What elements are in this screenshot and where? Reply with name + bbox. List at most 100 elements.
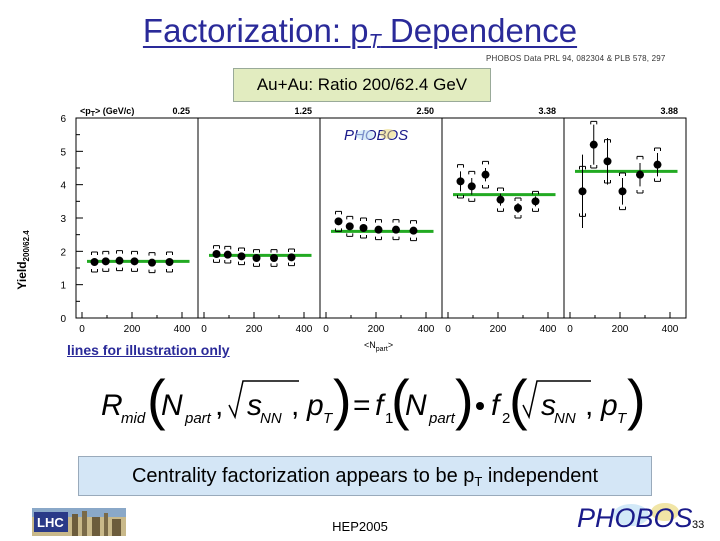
data-point — [212, 250, 221, 258]
panel-header-label: <pT> (GeV/c) — [80, 106, 134, 118]
svg-text:T: T — [323, 410, 334, 427]
panel-pt-label: 3.88 — [660, 106, 678, 116]
data-point — [223, 250, 232, 259]
factorization-formula: R mid ( N part , s NN , p T ) = f 1 ( N … — [101, 373, 646, 431]
svg-text:): ) — [455, 373, 474, 431]
systematic-bracket — [253, 249, 260, 267]
systematic-bracket — [468, 170, 476, 202]
page-number: 33 — [692, 519, 705, 531]
svg-text:1: 1 — [385, 410, 393, 427]
data-point — [618, 187, 627, 196]
data-point — [90, 258, 99, 266]
data-point — [531, 197, 540, 206]
lines-note: lines for illustration only — [67, 342, 230, 358]
svg-text:,: , — [585, 389, 593, 422]
x-tick-label: 200 — [490, 324, 507, 335]
svg-text:(: ( — [147, 373, 166, 431]
systematic-bracket — [131, 250, 138, 272]
svg-text:part: part — [184, 410, 212, 427]
svg-text:PHOBOS: PHOBOS — [577, 503, 693, 533]
data-point — [467, 182, 476, 191]
conclusion-box: Centrality factorization appears to be p… — [78, 456, 652, 496]
phobos-chart-logo: PHOBOS — [344, 127, 408, 144]
systematic-bracket — [410, 220, 417, 242]
data-point — [237, 252, 246, 261]
phobos-footer-logo: PHOBOS — [577, 503, 693, 533]
svg-text:p: p — [600, 389, 618, 422]
yield-ratio-chart: 0 1 2 3 4 5 6 0.25 0 200 400 1.25 0 200 400 2.50 0 200 400… — [15, 106, 687, 353]
subtitle-box: Au+Au: Ratio 200/62.4 GeV — [233, 68, 491, 102]
systematic-bracket — [636, 155, 644, 194]
data-point — [115, 256, 124, 265]
data-point — [287, 253, 296, 262]
svg-text:f: f — [491, 389, 502, 422]
systematic-bracket — [238, 247, 245, 266]
systematic-bracket — [116, 250, 123, 272]
panel-pt-label: 0.25 — [172, 106, 190, 116]
systematic-bracket — [482, 160, 489, 189]
x-tick-label: 0 — [201, 324, 207, 335]
svg-text:,: , — [291, 389, 299, 422]
systematic-bracket — [166, 251, 173, 273]
panel-pt-label: 3.38 — [538, 106, 556, 116]
systematic-bracket — [375, 219, 382, 241]
data-point — [409, 226, 418, 235]
x-tick-label: 400 — [540, 324, 557, 335]
svg-text:PHOBOS: PHOBOS — [344, 127, 408, 144]
svg-text:LHC: LHC — [37, 515, 64, 530]
systematic-bracket — [497, 187, 504, 212]
x-tick-label: 400 — [662, 324, 679, 335]
svg-text:,: , — [215, 389, 223, 422]
svg-text:p: p — [306, 389, 324, 422]
systematic-bracket — [335, 210, 342, 232]
systematic-bracket — [270, 249, 278, 267]
systematic-bracket — [346, 215, 354, 237]
systematic-bracket — [148, 252, 156, 274]
data-point — [481, 170, 490, 179]
systematic-bracket — [91, 251, 98, 273]
svg-text:s: s — [247, 389, 262, 422]
svg-text:mid: mid — [121, 410, 146, 427]
y-tick-label: 2 — [60, 247, 66, 258]
svg-text:NN: NN — [554, 410, 576, 427]
data-point — [148, 258, 156, 267]
x-tick-label: 200 — [124, 324, 141, 335]
panel-pt-label: 2.50 — [416, 106, 434, 116]
x-axis-label: <Npart> — [364, 340, 393, 353]
slide-title-text: Factorization: pT Dependence — [142, 12, 578, 53]
svg-text:=: = — [353, 389, 371, 422]
svg-text:s: s — [541, 389, 556, 422]
svg-text:part: part — [428, 410, 456, 427]
data-point — [578, 187, 587, 196]
y-tick-label: 6 — [60, 114, 66, 125]
x-tick-label: 400 — [296, 324, 313, 335]
x-tick-label: 200 — [368, 324, 385, 335]
data-point — [496, 195, 505, 204]
y-tick-label: 0 — [60, 314, 66, 325]
systematic-bracket — [457, 164, 464, 199]
data-point — [653, 160, 662, 169]
data-point — [392, 225, 400, 234]
data-point — [101, 257, 110, 266]
svg-text:): ) — [627, 373, 646, 431]
systematic-bracket — [590, 120, 598, 169]
data-point — [636, 170, 644, 179]
svg-text:(: ( — [509, 373, 528, 431]
x-tick-label: 400 — [174, 324, 191, 335]
data-point — [589, 140, 598, 149]
data-point — [345, 222, 354, 231]
rhic-logo-image: LHC — [32, 508, 126, 536]
y-tick-label: 3 — [60, 214, 66, 225]
svg-text:NN: NN — [260, 410, 282, 427]
slide-title: Factorization: pT Dependence — [0, 12, 720, 54]
systematic-bracket — [213, 245, 220, 263]
systematic-bracket — [102, 250, 110, 272]
data-point — [374, 225, 383, 234]
svg-text:f: f — [375, 389, 386, 422]
x-tick-label: 0 — [567, 324, 573, 335]
x-tick-label: 0 — [445, 324, 451, 335]
data-point — [514, 204, 522, 212]
systematic-bracket — [514, 197, 522, 219]
data-point — [603, 157, 612, 166]
systematic-bracket — [532, 190, 539, 212]
